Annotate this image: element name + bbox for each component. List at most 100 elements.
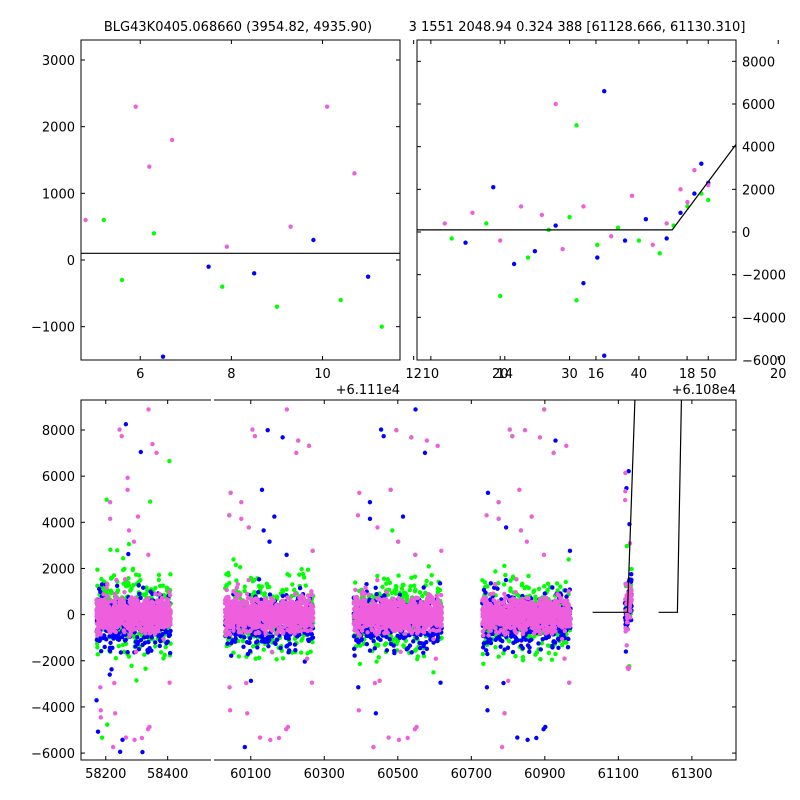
data-point-blue xyxy=(242,635,247,640)
data-point-green xyxy=(429,572,434,578)
data-point-pink xyxy=(155,602,161,607)
data-point-pink xyxy=(301,596,307,602)
x-tick-label: 8 xyxy=(227,367,235,382)
data-point-pink xyxy=(280,602,286,608)
data-point-green xyxy=(251,644,256,649)
data-point-green xyxy=(120,642,125,648)
data-point-blue xyxy=(424,646,430,652)
data-point-pink xyxy=(231,606,237,612)
data-point-blue xyxy=(123,422,129,427)
data-point-pink xyxy=(294,450,299,456)
data-point-green xyxy=(706,197,711,203)
data-point-green xyxy=(234,578,239,583)
data-point-pink xyxy=(113,610,119,616)
data-point-pink xyxy=(148,606,153,612)
data-point-blue xyxy=(414,635,419,640)
data-point-pink xyxy=(138,603,144,609)
data-point-pink xyxy=(239,609,245,615)
data-point-blue xyxy=(678,210,683,215)
data-point-green xyxy=(130,567,135,573)
data-point-pink xyxy=(258,603,263,608)
data-point-green xyxy=(653,251,657,255)
data-point-green xyxy=(292,587,297,593)
data-point-pink xyxy=(112,591,118,597)
data-point-blue xyxy=(367,648,373,653)
data-point-pink xyxy=(116,617,122,623)
data-point-blue xyxy=(247,636,253,641)
data-point-pink xyxy=(423,600,428,605)
data-point-green xyxy=(233,562,239,568)
data-point-pink xyxy=(110,598,115,604)
data-point-blue xyxy=(417,645,423,651)
axes-frame xyxy=(80,39,401,361)
data-point-pink xyxy=(94,614,99,619)
data-point-green xyxy=(566,311,570,315)
data-point-pink xyxy=(274,604,280,610)
data-point-pink xyxy=(267,620,272,626)
data-point-pink xyxy=(223,633,229,638)
data-point-blue xyxy=(125,650,130,655)
data-point-pink xyxy=(629,193,635,198)
data-point-pink xyxy=(387,598,393,604)
data-point-pink xyxy=(650,242,655,247)
data-point-blue xyxy=(367,500,373,505)
data-point-green xyxy=(108,590,114,596)
data-point-pink xyxy=(139,735,145,741)
data-point-blue xyxy=(421,585,426,590)
data-point-pink xyxy=(135,598,140,603)
data-point-pink xyxy=(126,606,131,611)
data-point-pink xyxy=(252,613,258,618)
plot-area xyxy=(417,89,736,358)
data-point-blue xyxy=(699,161,704,166)
data-point-blue xyxy=(364,633,369,638)
data-point-pink xyxy=(136,608,142,614)
data-point-pink xyxy=(365,630,370,635)
data-point-green xyxy=(126,541,132,547)
data-point-green xyxy=(242,584,247,589)
data-point-pink xyxy=(305,593,311,598)
data-point-blue xyxy=(133,639,139,644)
data-point-green xyxy=(131,583,136,588)
data-point-pink xyxy=(224,587,229,593)
data-point-pink xyxy=(169,137,175,143)
data-point-pink xyxy=(133,104,138,109)
data-point-green xyxy=(412,588,418,594)
data-point-blue xyxy=(163,629,168,635)
data-point-green xyxy=(431,670,436,675)
data-point-blue xyxy=(140,749,145,755)
data-point-pink xyxy=(285,627,290,633)
data-point-blue xyxy=(145,650,151,655)
data-point-green xyxy=(437,587,443,593)
data-point-blue xyxy=(238,633,243,639)
data-point-blue xyxy=(544,298,548,302)
data-point-pink xyxy=(144,619,149,625)
data-point-pink xyxy=(224,244,230,249)
data-point-pink xyxy=(237,592,243,597)
data-point-green xyxy=(379,324,384,329)
data-point-blue xyxy=(168,628,173,634)
y-tick-label: −1000 xyxy=(31,321,75,336)
data-point-blue xyxy=(692,191,697,196)
data-point-green xyxy=(115,548,120,553)
data-point-green xyxy=(749,124,753,128)
data-point-blue xyxy=(378,427,384,432)
data-point-pink xyxy=(168,610,173,616)
data-point-blue xyxy=(267,539,272,544)
data-point-green xyxy=(303,583,308,588)
data-point-green xyxy=(396,573,401,578)
data-point-pink xyxy=(231,614,236,620)
data-point-green xyxy=(595,242,600,247)
plot-area xyxy=(94,400,683,755)
data-point-pink xyxy=(164,607,169,612)
data-point-blue xyxy=(230,638,235,643)
data-point-blue xyxy=(255,645,260,650)
data-point-green xyxy=(95,567,100,572)
data-point-blue xyxy=(438,680,443,685)
data-point-green xyxy=(400,582,405,588)
data-point-pink xyxy=(386,735,391,740)
data-point-pink xyxy=(241,620,247,625)
data-point-pink xyxy=(639,124,643,128)
data-point-pink xyxy=(383,624,389,630)
data-point-pink xyxy=(241,627,246,633)
